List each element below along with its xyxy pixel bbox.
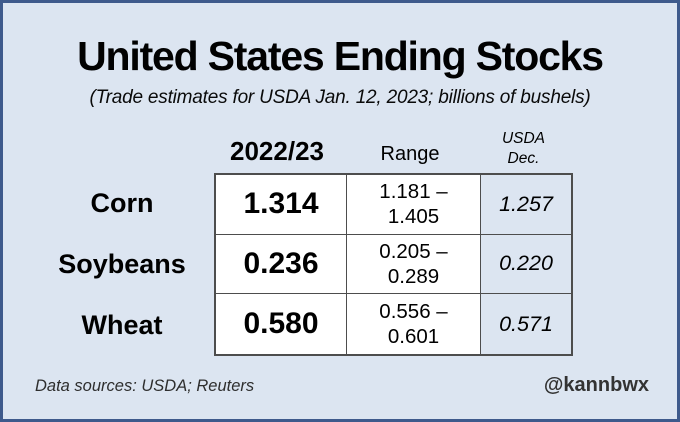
- wheat-range-cell: 0.556 – 0.601: [347, 294, 481, 354]
- table-column-headers: 2022/23 Range USDA Dec.: [211, 127, 570, 171]
- row-label-corn: Corn: [90, 188, 154, 218]
- data-table: 1.314 1.181 – 1.405 1.257 0.236 0.205 – …: [214, 173, 573, 356]
- soybeans-estimate-cell: 0.236: [216, 234, 347, 295]
- column-header-usda-dec: USDA Dec.: [501, 130, 546, 168]
- wheat-estimate-cell: 0.580: [216, 294, 347, 354]
- soybeans-range-cell: 0.205 – 0.289: [347, 234, 481, 295]
- column-header-2022-23: 2022/23: [230, 136, 324, 166]
- table-row-labels: Corn Soybeans Wheat: [33, 173, 211, 356]
- soybeans-usda-dec-cell: 0.220: [481, 234, 571, 295]
- author-handle: @kannbwx: [543, 374, 649, 396]
- page-subtitle: (Trade estimates for USDA Jan. 12, 2023;…: [89, 87, 591, 108]
- data-sources-note: Data sources: USDA; Reuters: [35, 377, 255, 395]
- corn-estimate-cell: 1.314: [216, 175, 347, 235]
- page-title: United States Ending Stocks: [77, 33, 604, 79]
- row-label-soybeans: Soybeans: [58, 249, 186, 279]
- row-label-wheat: Wheat: [81, 310, 163, 340]
- corn-usda-dec-cell: 1.257: [481, 175, 571, 235]
- wheat-usda-dec-cell: 0.571: [481, 294, 571, 354]
- column-header-range: Range: [380, 143, 440, 165]
- corn-range-cell: 1.181 – 1.405: [347, 175, 481, 235]
